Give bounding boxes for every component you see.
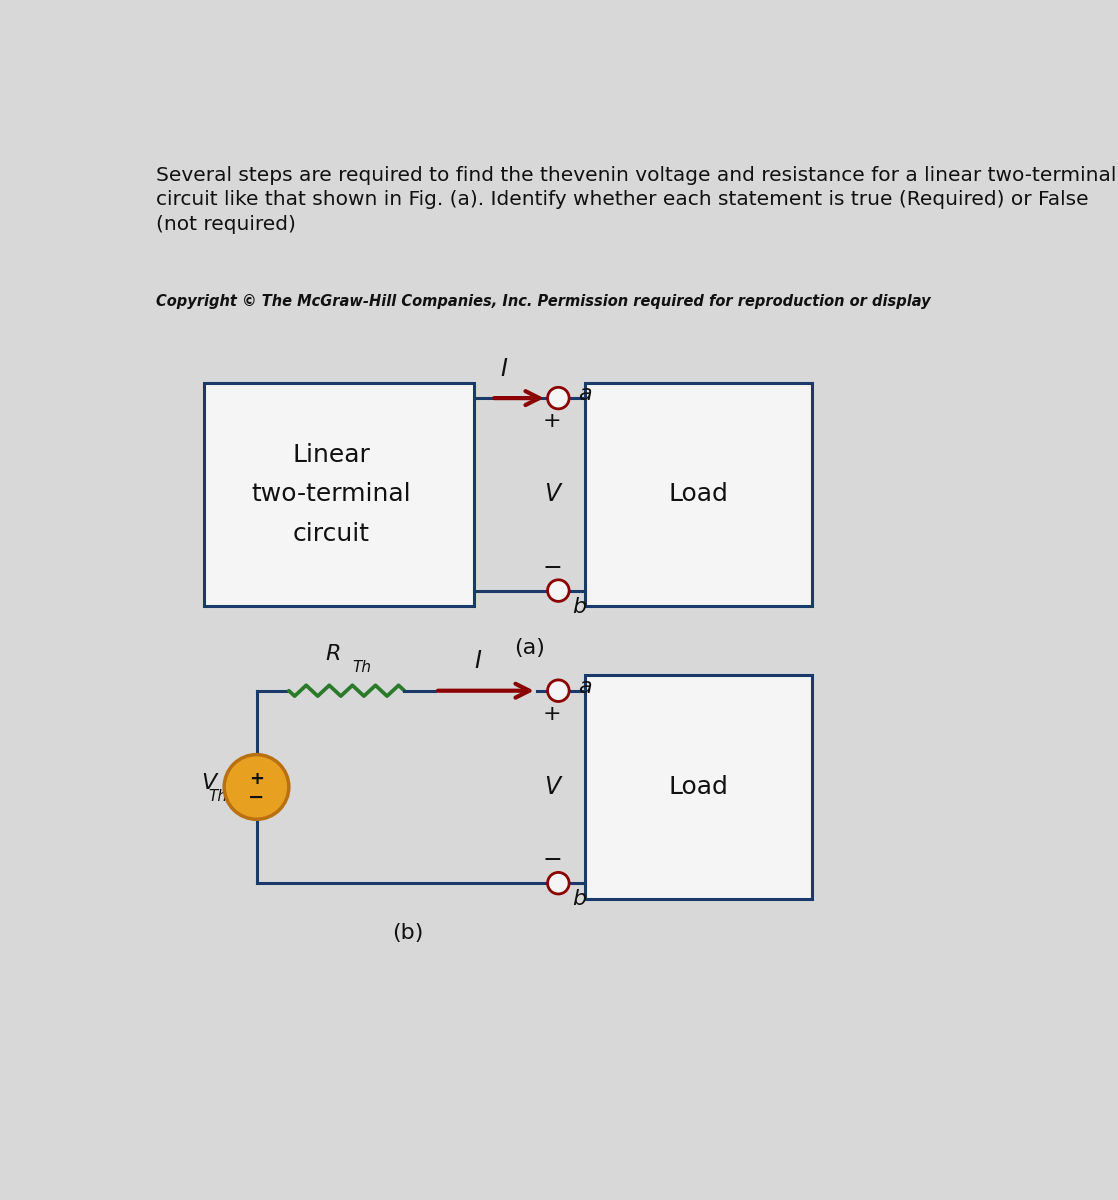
Circle shape bbox=[225, 755, 288, 820]
Polygon shape bbox=[205, 383, 474, 606]
Text: V: V bbox=[201, 773, 217, 793]
Text: circuit like that shown in Fig. (a). Identify whether each statement is true (Re: circuit like that shown in Fig. (a). Ide… bbox=[157, 190, 1089, 209]
Text: −: − bbox=[542, 848, 562, 872]
Text: (b): (b) bbox=[391, 923, 423, 943]
Circle shape bbox=[548, 872, 569, 894]
Polygon shape bbox=[586, 383, 813, 606]
Text: Th: Th bbox=[208, 788, 227, 804]
Text: Several steps are required to find the thevenin voltage and resistance for a lin: Several steps are required to find the t… bbox=[157, 166, 1117, 185]
Polygon shape bbox=[586, 676, 813, 899]
Text: −: − bbox=[542, 556, 562, 580]
Text: +: + bbox=[543, 703, 561, 724]
Text: (a): (a) bbox=[513, 638, 544, 659]
Circle shape bbox=[548, 388, 569, 409]
Text: Load: Load bbox=[669, 482, 729, 506]
Circle shape bbox=[548, 680, 569, 702]
Text: V: V bbox=[544, 775, 560, 799]
Text: Th: Th bbox=[353, 660, 372, 676]
Text: I: I bbox=[475, 649, 482, 673]
Text: Linear
two-terminal
circuit: Linear two-terminal circuit bbox=[252, 443, 411, 546]
Text: +: + bbox=[543, 412, 561, 431]
Text: −: − bbox=[248, 787, 265, 806]
Text: +: + bbox=[249, 770, 264, 788]
Text: R: R bbox=[325, 643, 341, 664]
Text: a: a bbox=[578, 384, 591, 404]
Text: Load: Load bbox=[669, 775, 729, 799]
Text: (not required): (not required) bbox=[157, 215, 296, 234]
Text: Copyright © The McGraw-Hill Companies, Inc. Permission required for reproduction: Copyright © The McGraw-Hill Companies, I… bbox=[157, 294, 931, 310]
Text: b: b bbox=[572, 596, 586, 617]
Text: a: a bbox=[578, 677, 591, 697]
Circle shape bbox=[548, 580, 569, 601]
Text: b: b bbox=[572, 889, 586, 910]
Text: I: I bbox=[500, 356, 508, 380]
Text: V: V bbox=[544, 482, 560, 506]
